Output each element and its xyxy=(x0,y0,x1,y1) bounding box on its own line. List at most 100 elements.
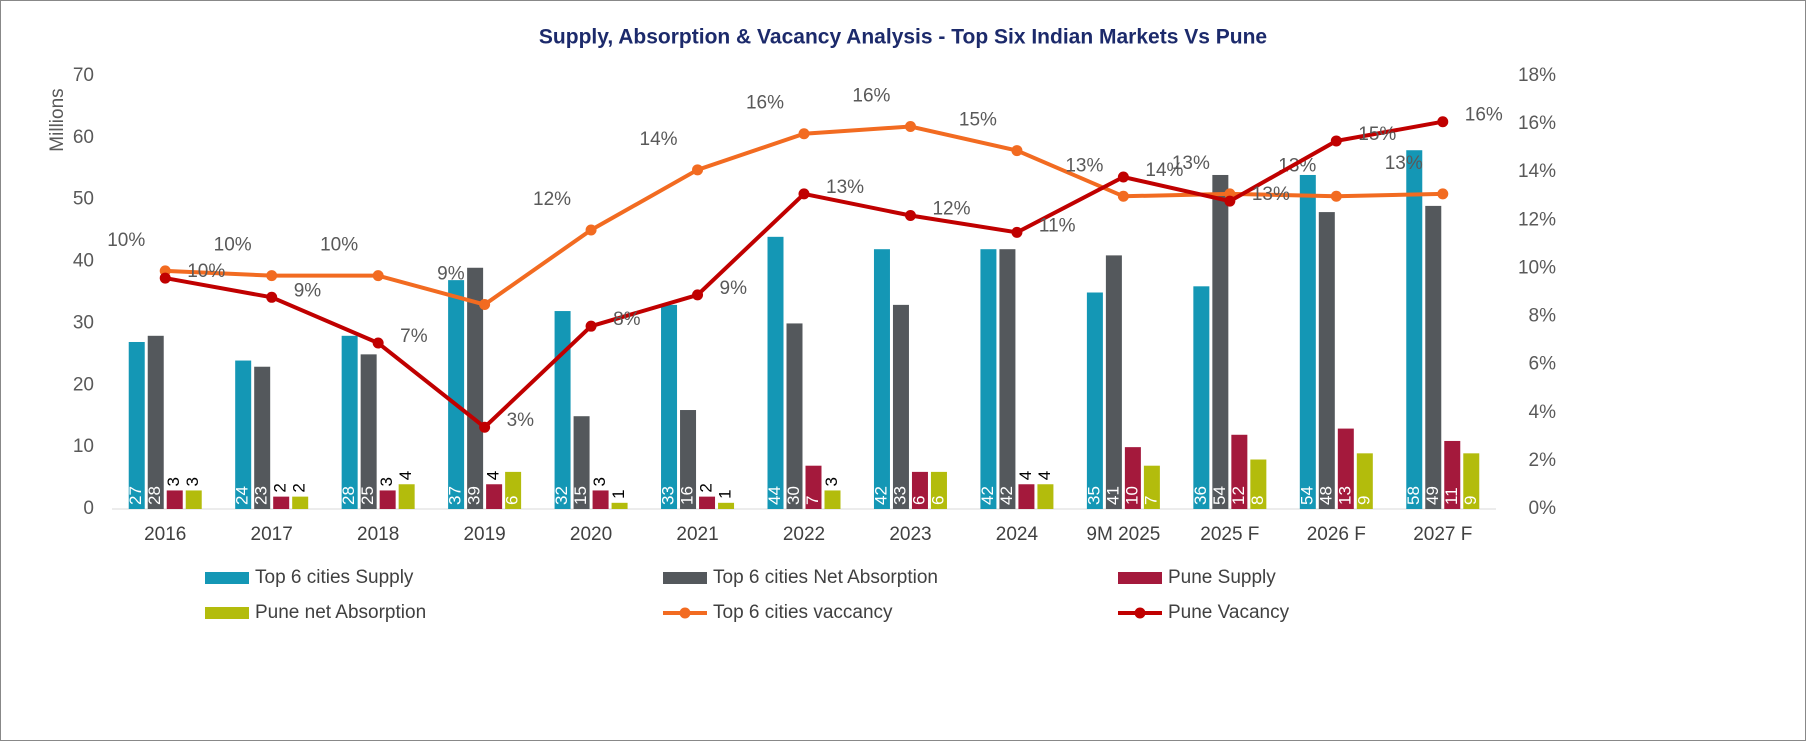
line-value-label: 13% xyxy=(1252,184,1290,205)
bar-value-label: 2 xyxy=(271,483,290,492)
legend-swatch xyxy=(679,607,691,619)
bar xyxy=(873,249,890,509)
bar xyxy=(611,502,628,509)
bar xyxy=(147,335,164,509)
bar-value-label: 3 xyxy=(590,477,609,486)
bar-value-label: 28 xyxy=(145,486,164,505)
x-tick-label: 2022 xyxy=(783,524,825,545)
bar-value-label: 4 xyxy=(1035,471,1054,480)
line-point xyxy=(266,291,278,303)
line-value-label: 16% xyxy=(746,93,784,114)
bar-value-label: 27 xyxy=(126,486,145,505)
line-value-label: 14% xyxy=(1145,160,1183,181)
bar xyxy=(1337,428,1354,509)
y2-tick-label: 0% xyxy=(1529,498,1557,519)
bar-value-label: 32 xyxy=(552,486,571,505)
bar xyxy=(1356,453,1373,509)
line-value-label: 8% xyxy=(613,309,641,330)
bar xyxy=(1143,465,1160,509)
bar xyxy=(273,496,290,509)
bar xyxy=(1318,212,1335,510)
line-point xyxy=(1224,195,1236,207)
chart-title: Supply, Absorption & Vacancy Analysis - … xyxy=(539,26,1267,49)
bar xyxy=(767,236,784,510)
bar xyxy=(166,490,183,509)
line-value-label: 9% xyxy=(720,278,748,299)
legend-swatch xyxy=(1118,572,1162,584)
line-point xyxy=(798,188,810,200)
x-tick-label: 2026 F xyxy=(1307,524,1366,545)
bar-value-label: 3 xyxy=(164,477,183,486)
x-tick-label: 2018 xyxy=(357,524,399,545)
bar-value-label: 42 xyxy=(978,486,997,505)
bar xyxy=(292,496,309,509)
line-point xyxy=(692,164,704,176)
bar-value-label: 33 xyxy=(659,486,678,505)
bar xyxy=(360,354,377,509)
line-value-label: 9% xyxy=(294,280,322,301)
bar xyxy=(379,490,396,509)
bar xyxy=(486,484,503,509)
bar xyxy=(999,249,1016,509)
bar-value-label: 12 xyxy=(1229,486,1248,505)
y-tick-label: 30 xyxy=(73,312,94,333)
bar xyxy=(1250,459,1267,509)
line-point xyxy=(1011,226,1023,238)
bar-value-label: 2 xyxy=(697,483,716,492)
bar-value-label: 42 xyxy=(871,486,890,505)
bar-value-label: 24 xyxy=(233,486,252,505)
bar xyxy=(680,410,697,509)
bar-value-label: 58 xyxy=(1404,486,1423,505)
line-point xyxy=(159,272,171,284)
x-tick-label: 2021 xyxy=(676,524,718,545)
bar xyxy=(592,490,609,509)
bar xyxy=(1212,174,1229,509)
line-value-label: 13% xyxy=(1385,153,1423,174)
line-value-label: 13% xyxy=(1278,155,1316,176)
bar-value-label: 25 xyxy=(358,486,377,505)
x-tick-label: 2023 xyxy=(889,524,931,545)
bar xyxy=(254,366,271,509)
bar xyxy=(1105,255,1122,509)
bar xyxy=(235,360,252,509)
bar-value-label: 4 xyxy=(396,471,415,480)
line-point xyxy=(266,270,278,282)
y2-tick-label: 14% xyxy=(1518,161,1556,182)
y2-tick-label: 12% xyxy=(1518,209,1556,230)
line-point xyxy=(1011,145,1023,157)
bar xyxy=(1444,440,1461,509)
bar xyxy=(892,304,909,509)
line-value-label: 10% xyxy=(320,235,358,256)
bar-value-label: 41 xyxy=(1103,486,1122,505)
bar xyxy=(1463,453,1480,509)
legend-label: Top 6 cities Net Absorption xyxy=(713,567,938,588)
line-value-label: 12% xyxy=(932,199,970,220)
bar-value-label: 15 xyxy=(571,486,590,505)
line-point xyxy=(479,421,491,433)
line-value-label: 14% xyxy=(640,129,678,150)
y-tick-label: 70 xyxy=(73,65,94,86)
line-point xyxy=(904,210,916,222)
bar-value-label: 10 xyxy=(1122,486,1141,505)
bar-value-label: 28 xyxy=(339,486,358,505)
line-value-label: 13% xyxy=(1065,155,1103,176)
y2-tick-label: 18% xyxy=(1518,65,1556,86)
legend-label: Pune Vacancy xyxy=(1168,602,1290,623)
line-point xyxy=(692,289,704,301)
bar-value-label: 30 xyxy=(784,486,803,505)
bar xyxy=(1425,205,1442,509)
bar-value-label: 3 xyxy=(377,477,396,486)
line-value-label: 12% xyxy=(533,189,571,210)
y-tick-label: 50 xyxy=(73,189,94,210)
bar-value-label: 11 xyxy=(1442,487,1461,505)
bar xyxy=(467,267,484,509)
line-value-label: 16% xyxy=(852,86,890,107)
x-tick-label: 2024 xyxy=(996,524,1039,545)
line-value-label: 15% xyxy=(1358,124,1396,145)
line-value-label: 10% xyxy=(107,230,145,251)
bar-value-label: 4 xyxy=(1016,471,1035,480)
line-value-label: 3% xyxy=(507,410,535,431)
bar-value-label: 44 xyxy=(765,486,784,505)
bar-value-label: 1 xyxy=(716,489,735,498)
bar-value-label: 39 xyxy=(465,486,484,505)
